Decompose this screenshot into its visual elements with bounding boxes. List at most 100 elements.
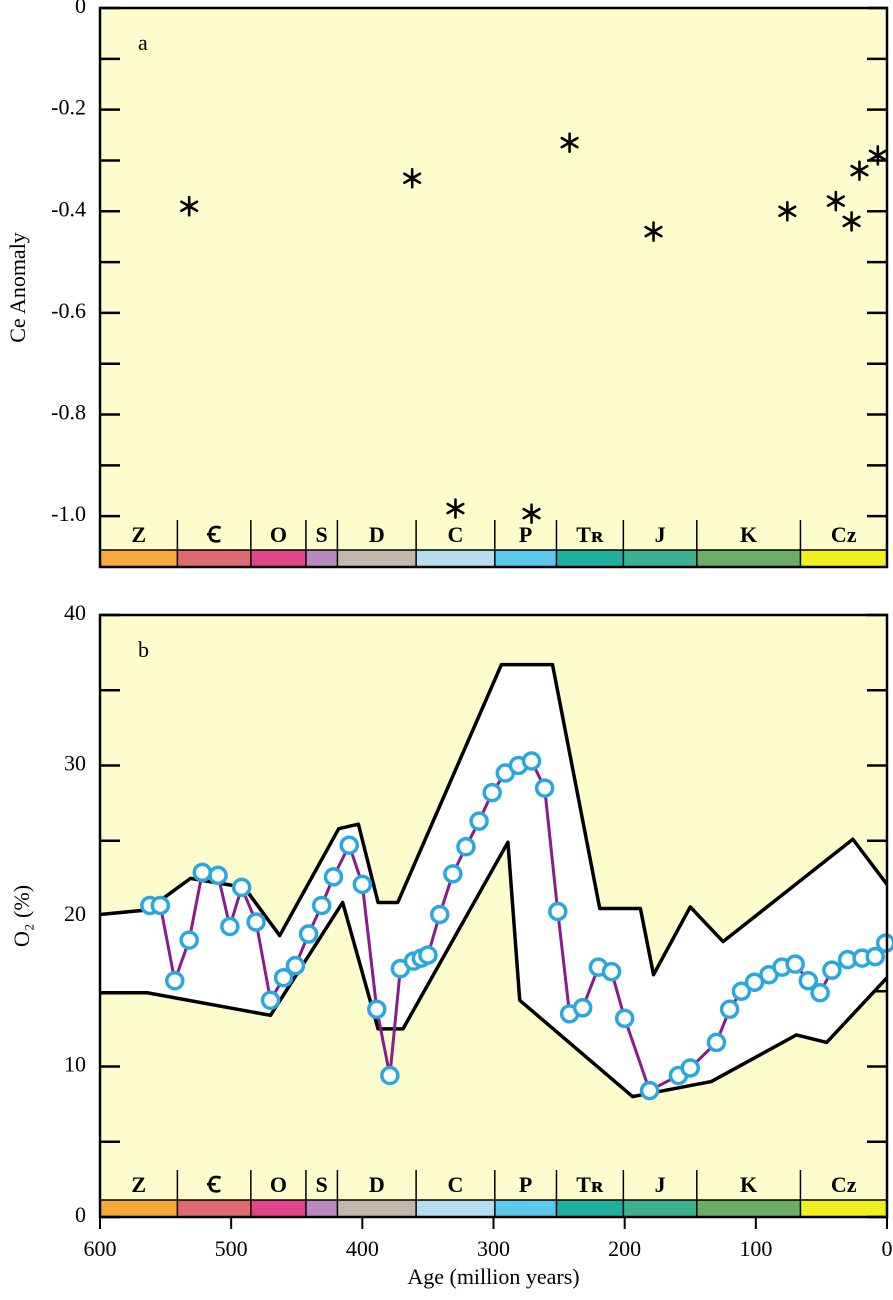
asterisk-point [644,221,663,242]
o2-point [418,945,438,965]
o2-point [231,877,252,898]
period-band [416,1200,495,1217]
panel-label: b [138,637,149,662]
o2-point [208,865,228,886]
o2-point [548,901,568,922]
period-label: P [519,522,532,547]
o2-point [380,1065,400,1086]
o2-point [719,999,740,1020]
o2-point [469,811,489,831]
period-band [800,550,887,567]
y-tick-label: -1.0 [51,501,86,526]
period-label: K [740,1172,757,1197]
x-tick-label: 500 [215,1236,248,1261]
asterisk-point [868,145,887,166]
o2-point [323,867,344,887]
x-tick-label: 200 [608,1236,641,1261]
period-label: Ꞓ [206,522,221,547]
o2-point [785,954,805,974]
period-label: K [740,522,757,547]
y-tick-label: -0.2 [51,95,86,120]
period-band [556,1200,624,1217]
period-band [494,550,557,567]
asterisk-point [560,132,579,153]
y-tick-label: 40 [64,600,86,625]
o2-point [521,751,542,771]
period-band [250,1200,306,1217]
y-tick-label: -0.6 [51,298,86,323]
o2-point [865,946,885,967]
x-tick-label: 600 [84,1236,117,1261]
o2-point [246,912,266,932]
o2-point [731,981,752,1001]
y-tick-label: -0.4 [51,196,86,221]
o2-point [179,930,199,950]
o2-point [339,835,359,856]
asterisk-point [778,200,797,222]
o2-point [706,1032,727,1053]
period-label: Cz [831,522,857,547]
period-band [177,1200,251,1217]
plot-frame [98,613,889,1219]
o2-point [429,904,450,925]
period-band [337,550,417,567]
period-label: O [270,522,287,547]
o2-point [822,960,842,980]
y-tick-label: -0.8 [51,400,86,425]
o2-point [572,998,593,1018]
period-label: Ꞓ [206,1172,221,1197]
o2-point [601,961,622,982]
plot-background [100,8,887,567]
period-label: Cz [831,1172,857,1197]
o2-point [352,874,373,895]
x-tick-label: 400 [346,1236,379,1261]
period-label: Tʀ [576,1172,604,1197]
asterisk-point [850,160,869,181]
x-tick-label: 100 [739,1236,772,1261]
period-label: Z [131,522,146,547]
period-label: C [448,522,464,547]
period-band [623,1200,697,1217]
asterisk-point [826,190,845,212]
period-label: P [519,1172,532,1197]
o2-point [192,862,213,883]
o2-point [614,1008,635,1029]
o2-point [443,864,463,884]
period-label: O [270,1172,287,1197]
y-axis-title: O₂ (%) [9,885,34,947]
o2-point [810,983,830,1003]
period-band [100,1200,178,1217]
period-band [100,550,178,567]
o2-point [273,967,294,988]
y-tick-label: 0 [75,0,86,18]
o2-point [367,999,387,1020]
period-label: J [655,522,666,547]
period-band [177,550,251,567]
panel-label: a [138,30,148,55]
period-label: S [316,1172,328,1197]
o2-point [680,1058,700,1078]
period-band [696,1200,801,1217]
o2-point [165,970,185,991]
x-tick-label: 300 [477,1236,510,1261]
o2-point [639,1080,660,1101]
o2-point [456,837,476,857]
period-label: J [655,1172,666,1197]
o2-point [311,895,332,916]
o2-point [285,955,306,976]
asterisk-point [180,195,199,217]
period-label: D [369,1172,385,1197]
y-tick-label: 0 [75,1202,86,1227]
asterisk-point [522,503,541,524]
o2-point [150,895,171,916]
y-tick-label: 30 [64,751,86,776]
y-tick-label: 10 [64,1052,86,1077]
period-label: S [316,522,328,547]
envelope-fill [100,664,887,1097]
period-band [305,1200,338,1217]
asterisk-point [403,167,422,189]
y-tick-label: 20 [64,901,86,926]
o2-point [534,778,555,798]
o2-point [260,990,281,1011]
